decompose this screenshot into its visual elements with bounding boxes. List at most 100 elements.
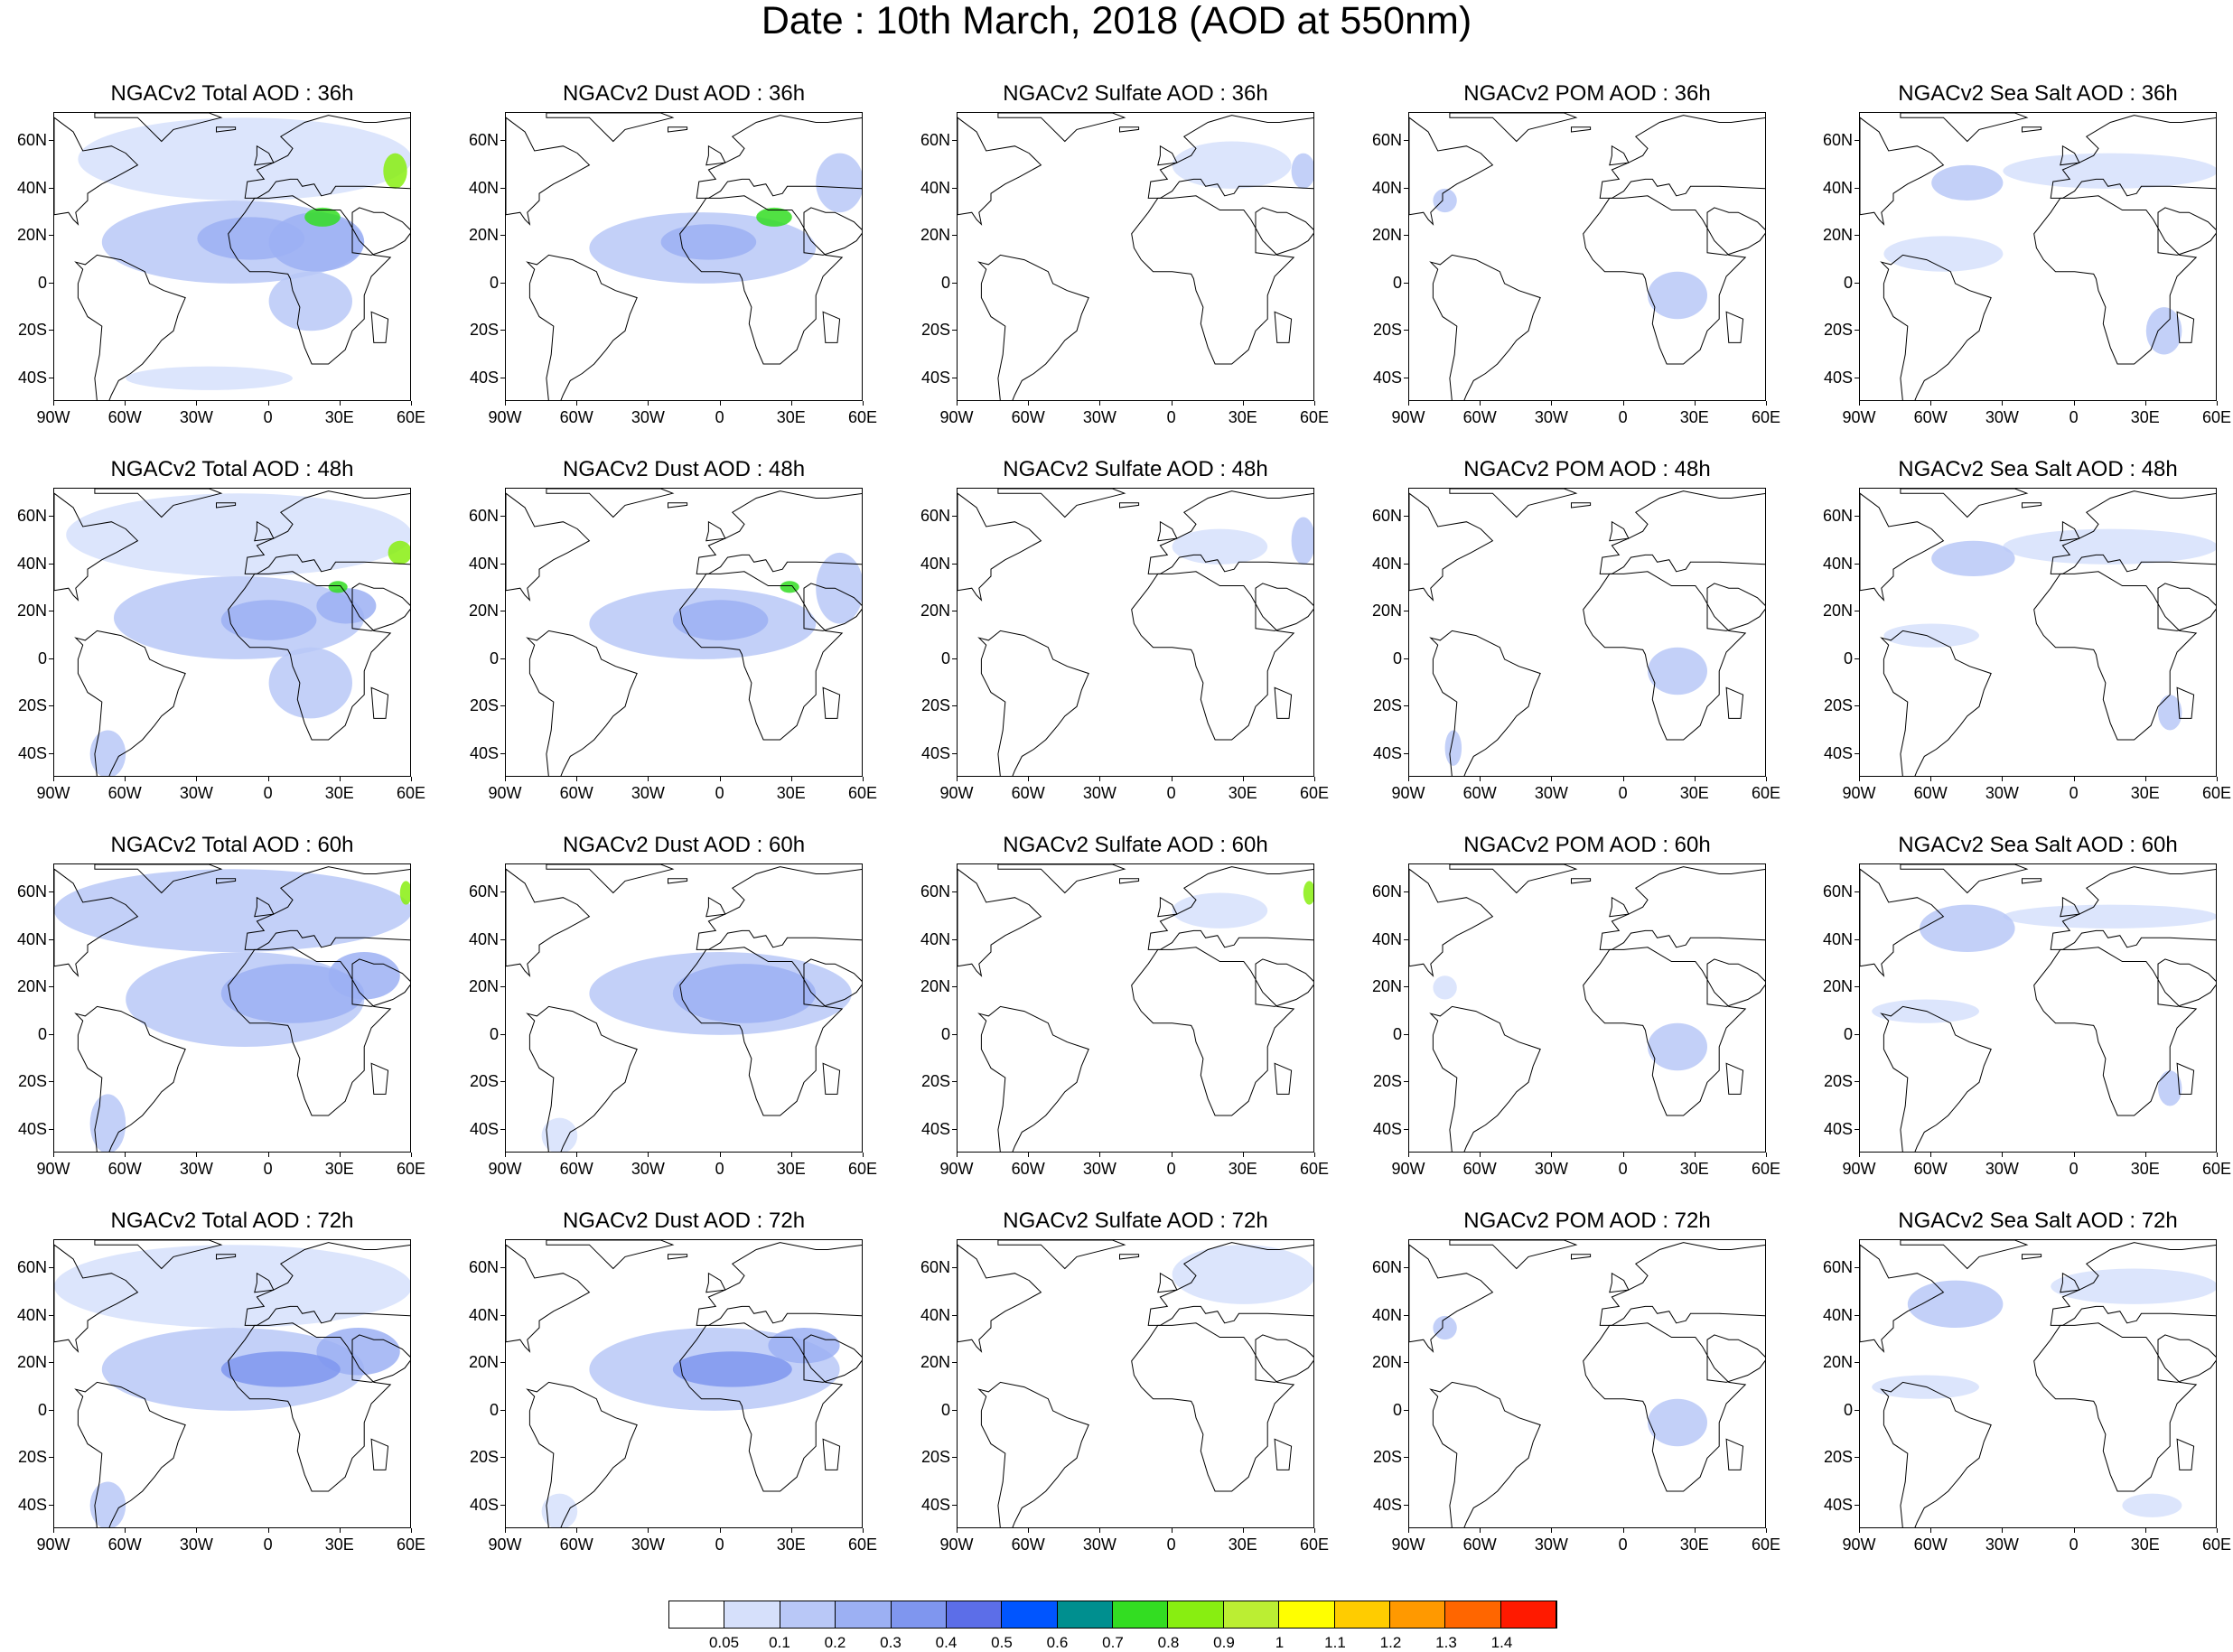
lon-tick-mark — [411, 1528, 412, 1533]
lon-tick-label: 0 — [2069, 1160, 2079, 1178]
map-plot — [505, 863, 863, 1153]
lon-tick-label: 30E — [1228, 408, 1257, 426]
lon-tick-mark — [53, 1153, 54, 1157]
lon-tick-mark — [1314, 1153, 1315, 1157]
lon-tick-mark — [2217, 401, 2218, 406]
coastline — [244, 115, 410, 199]
lat-tick-mark — [500, 1314, 505, 1316]
coastline — [1157, 896, 1178, 918]
lat-tick-mark — [1404, 1128, 1408, 1130]
lat-tick-label: 40N — [16, 554, 47, 573]
coastline — [997, 1240, 1126, 1270]
lon-tick-label: 90W — [1391, 408, 1425, 426]
lat-tick-mark — [1404, 1314, 1408, 1316]
lat-tick-label: 60N — [16, 882, 47, 901]
coastline — [696, 115, 862, 199]
lat-tick-mark — [952, 330, 957, 331]
lat-tick-label: 0 — [1392, 1400, 1402, 1419]
lon-tick-mark — [339, 1528, 341, 1533]
lat-tick-label: 40S — [17, 1495, 47, 1514]
coastline — [1599, 115, 1765, 199]
lon-tick-label: 30W — [1985, 1160, 2019, 1178]
coastline — [1119, 126, 1140, 133]
lat-tick-label: 40N — [920, 1305, 950, 1324]
coastline — [696, 1242, 862, 1326]
lon-tick-mark — [196, 401, 198, 406]
lon-tick-label: 30W — [1082, 784, 1116, 802]
lat-tick-label: 40N — [468, 1305, 499, 1324]
map-plot — [1859, 863, 2217, 1153]
coastline — [1900, 113, 2029, 143]
lat-tick-label: 20S — [920, 321, 950, 340]
lon-tick-mark — [1480, 1153, 1481, 1157]
coastline — [1725, 1438, 1744, 1470]
aod-region — [1883, 623, 1979, 648]
map-panel-dust-36h: NGACv2 Dust AOD : 36h 60N 40N 20N 0 20S 40S 90W… — [452, 81, 903, 434]
colorbar-label: 0.3 — [880, 1634, 902, 1651]
lat-tick-label: 0 — [1843, 273, 1853, 292]
lat-tick-label: 20S — [1823, 1448, 1853, 1467]
aod-map — [1409, 113, 1765, 400]
lon-tick-label: 0 — [1166, 784, 1176, 802]
map-panel-dust-48h: NGACv2 Dust AOD : 48h 60N 40N 20N 0 20S 40S 90W… — [452, 457, 903, 809]
lon-tick-label: 60W — [1913, 408, 1948, 426]
coastline — [2157, 958, 2216, 1007]
lat-tick-mark — [500, 563, 505, 565]
lon-tick-mark — [1551, 1153, 1553, 1157]
coastline — [216, 878, 237, 884]
lat-tick-label: 60N — [1371, 131, 1402, 150]
lat-tick-label: 40N — [1371, 554, 1402, 573]
lon-tick-label: 60W — [1462, 1535, 1497, 1554]
aod-map — [1860, 489, 2216, 776]
coastline — [803, 1334, 862, 1383]
aod-region — [660, 224, 757, 260]
coastline — [1255, 207, 1313, 256]
lon-tick-mark — [1099, 1528, 1101, 1533]
lon-tick-mark — [1694, 401, 1696, 406]
lat-tick-label: 0 — [940, 1400, 950, 1419]
lon-tick-label: 60W — [107, 408, 142, 426]
aod-region — [220, 600, 317, 640]
coastline — [74, 630, 186, 776]
lat-tick-mark — [49, 516, 53, 518]
coastline — [1880, 254, 1992, 400]
lat-tick-mark — [500, 1504, 505, 1506]
coastline — [803, 207, 862, 256]
colorbar-label: 0.5 — [991, 1634, 1013, 1651]
lon-tick-mark — [1028, 777, 1030, 781]
lat-tick-mark — [49, 752, 53, 754]
lon-tick-mark — [863, 1528, 864, 1533]
coastline — [74, 254, 186, 400]
aod-region — [1931, 164, 2004, 201]
lon-tick-label: 30W — [631, 784, 665, 802]
coastline — [74, 1005, 186, 1152]
aod-region — [541, 1117, 578, 1152]
coastline — [1147, 115, 1313, 199]
map-plot — [505, 112, 863, 401]
lon-tick-label: 30E — [1228, 1160, 1257, 1178]
lat-tick-mark — [952, 1267, 957, 1269]
lon-tick-label: 30E — [776, 1160, 806, 1178]
lat-tick-mark — [952, 705, 957, 707]
lat-tick-label: 40S — [469, 1119, 499, 1138]
aod-region — [399, 881, 410, 905]
lon-tick-mark — [1622, 401, 1624, 406]
lat-tick-mark — [500, 938, 505, 940]
lon-tick-mark — [411, 1153, 412, 1157]
lon-tick-label: 90W — [1842, 1160, 1876, 1178]
lat-tick-label: 40S — [920, 368, 950, 387]
colorbar-swatch — [891, 1601, 947, 1628]
lon-tick-mark — [2144, 1153, 2146, 1157]
lon-tick-label: 90W — [1842, 1535, 1876, 1554]
coastline — [2176, 1438, 2195, 1470]
lon-tick-mark — [1314, 401, 1315, 406]
coastline — [1131, 571, 1295, 741]
lon-tick-label: 30W — [1534, 1535, 1568, 1554]
lat-tick-label: 40N — [16, 1305, 47, 1324]
lon-tick-label: 60E — [396, 784, 426, 802]
lat-tick-label: 40S — [920, 1495, 950, 1514]
coastline — [370, 686, 389, 719]
lat-tick-mark — [49, 1314, 53, 1316]
coastline — [668, 1254, 688, 1260]
lon-tick-label: 0 — [263, 1160, 273, 1178]
